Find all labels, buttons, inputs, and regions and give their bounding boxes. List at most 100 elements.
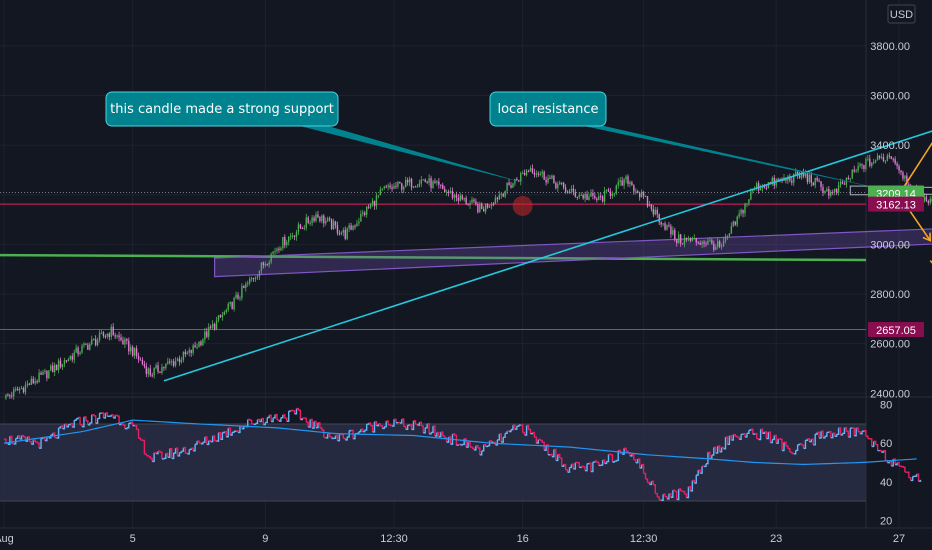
candle-body bbox=[455, 194, 458, 198]
candle-body bbox=[124, 339, 126, 345]
projection-arrow-line[interactable] bbox=[896, 71, 932, 198]
candle-body bbox=[110, 326, 112, 338]
candle-body bbox=[383, 186, 385, 189]
candle-body bbox=[328, 218, 331, 220]
candle-body bbox=[34, 381, 36, 384]
rsi-segment bbox=[444, 437, 448, 443]
rsi-segment bbox=[663, 493, 666, 497]
rsi-segment bbox=[602, 459, 606, 464]
rsi-segment bbox=[113, 415, 116, 419]
candle-body bbox=[408, 178, 411, 183]
rsi-segment bbox=[715, 446, 719, 454]
candle-body bbox=[65, 360, 68, 362]
rsi-segment bbox=[261, 417, 265, 425]
candle-body bbox=[381, 188, 383, 190]
candle-body bbox=[693, 237, 695, 239]
candle-body bbox=[463, 197, 465, 200]
rsi-segment bbox=[782, 442, 785, 452]
candle-body bbox=[769, 182, 772, 184]
candle-body bbox=[418, 183, 421, 187]
candle-body bbox=[221, 315, 224, 318]
candle-body bbox=[165, 363, 167, 368]
candle-body bbox=[541, 171, 543, 174]
candle-body bbox=[112, 326, 114, 336]
rsi-segment bbox=[308, 419, 311, 428]
rsi-segment bbox=[746, 430, 750, 435]
rsi-segment bbox=[475, 444, 479, 448]
rsi-segment bbox=[202, 436, 206, 443]
rsi-segment bbox=[745, 433, 748, 438]
candle-body bbox=[130, 347, 132, 352]
candle-body bbox=[315, 214, 317, 221]
rsi-segment bbox=[288, 410, 292, 412]
rsi-segment bbox=[249, 419, 253, 424]
candle-body bbox=[176, 358, 179, 361]
candle-body bbox=[880, 157, 883, 159]
candle-body bbox=[508, 182, 510, 186]
rsi-segment bbox=[524, 425, 528, 436]
rsi-segment bbox=[29, 440, 32, 445]
callout-box[interactable] bbox=[489, 91, 607, 127]
candle-body bbox=[777, 179, 779, 181]
channel-rectangle[interactable] bbox=[214, 227, 932, 278]
candle-body bbox=[28, 383, 31, 385]
rsi-segment bbox=[600, 460, 604, 466]
candle-body bbox=[44, 370, 46, 372]
rsi-segment bbox=[614, 460, 617, 462]
price-tick-label: 3000.00 bbox=[870, 239, 910, 251]
candle-body bbox=[309, 222, 311, 224]
candle-body bbox=[814, 177, 816, 186]
candle-body bbox=[430, 178, 432, 189]
rsi-tick-label: 60 bbox=[880, 438, 892, 450]
price-axis[interactable]: USD 3800.003600.003400.003200.003000.002… bbox=[868, 4, 924, 527]
candle-body bbox=[619, 180, 621, 183]
callout[interactable]: this candle made a strong support bbox=[105, 91, 527, 184]
candle-body bbox=[613, 193, 616, 195]
rsi-segment bbox=[238, 426, 241, 434]
candle-body bbox=[83, 343, 85, 346]
rsi-segment bbox=[906, 471, 910, 478]
callout-box[interactable] bbox=[105, 91, 339, 127]
rsi-segment bbox=[700, 466, 703, 474]
candle-body bbox=[516, 178, 518, 181]
support-candle-marker[interactable] bbox=[512, 195, 533, 216]
rsi-segment bbox=[793, 450, 797, 455]
candle-body bbox=[631, 182, 633, 186]
rsi-segment bbox=[228, 427, 231, 436]
candle-body bbox=[744, 203, 746, 214]
callout[interactable]: local resistance bbox=[489, 91, 898, 193]
rsi-segment bbox=[860, 431, 863, 435]
candle-body bbox=[596, 198, 598, 200]
rsi-segment bbox=[770, 439, 773, 444]
rsi-segment bbox=[169, 447, 173, 459]
rsi-segment bbox=[64, 423, 68, 427]
candle-body bbox=[204, 331, 206, 340]
candle-body bbox=[900, 170, 902, 173]
rsi-segment bbox=[298, 409, 302, 420]
rsi-segment bbox=[419, 421, 422, 426]
candle-body bbox=[605, 189, 608, 191]
rsi-segment bbox=[719, 447, 723, 453]
rsi-segment bbox=[93, 415, 97, 424]
rsi-segment bbox=[801, 444, 805, 449]
candle-body bbox=[640, 191, 643, 198]
candle-body bbox=[16, 388, 19, 391]
rsi-segment bbox=[156, 451, 159, 455]
rsi-segment bbox=[676, 488, 680, 501]
trendline[interactable] bbox=[163, 96, 932, 382]
level-price-tag-bg bbox=[868, 321, 924, 337]
rsi-segment bbox=[185, 452, 189, 455]
candle-body bbox=[57, 360, 60, 371]
currency-badge[interactable] bbox=[887, 4, 916, 24]
time-tick-label: 5 bbox=[130, 533, 136, 545]
rsi-segment bbox=[787, 447, 791, 453]
support-line[interactable] bbox=[0, 253, 867, 262]
candle-body bbox=[615, 185, 617, 194]
candle-body bbox=[208, 326, 210, 337]
candle-body bbox=[670, 226, 672, 235]
rsi-segment bbox=[503, 433, 506, 438]
rsi-segment bbox=[464, 438, 467, 448]
rsi-segment bbox=[668, 493, 672, 498]
